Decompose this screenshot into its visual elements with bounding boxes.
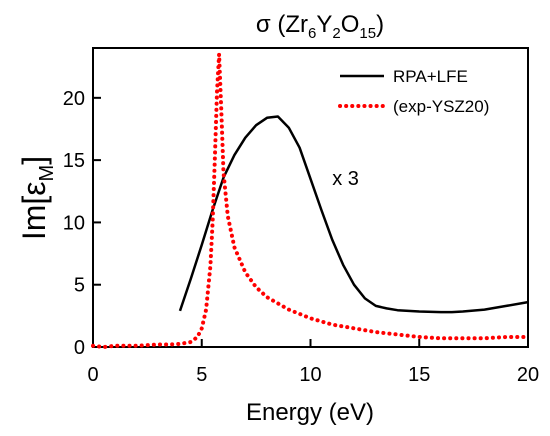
x-tick-label: 5 [196, 364, 207, 386]
title-sub2: 2 [332, 25, 340, 42]
y-tick-label: 0 [74, 337, 85, 359]
legend: RPA+LFE (exp-YSZ20) [338, 67, 489, 116]
chart-title: σ (Zr6Y2O15) [256, 11, 384, 42]
y-tick-label: 15 [63, 150, 85, 172]
series-line-exp-ysz20 [91, 52, 530, 349]
x-tick-label: 15 [408, 364, 430, 386]
plot-frame [92, 47, 529, 348]
x-axis: 0 5 10 15 20 [87, 339, 539, 386]
y-axis-label: Im[εM] [16, 156, 58, 240]
y-axis-label-main: Im[ε [16, 181, 52, 240]
y-axis-label-close: ] [16, 156, 52, 165]
y-axis-label-sub: M [36, 165, 58, 182]
x-axis-label: Energy (eV) [246, 399, 374, 426]
y-tick-label: 10 [63, 212, 85, 234]
x-tick-label: 0 [87, 364, 98, 386]
legend-label-exp-ysz20: (exp-YSZ20) [393, 97, 489, 116]
title-mid1: Y [316, 11, 332, 38]
legend-label-rpa-lfe: RPA+LFE [393, 67, 468, 86]
y-tick-label: 20 [63, 88, 85, 110]
x-tick-label: 10 [299, 364, 321, 386]
x-tick-label: 20 [517, 364, 539, 386]
title-prefix: σ (Zr [256, 11, 308, 38]
series-layer [91, 52, 530, 349]
title-mid2: O [341, 11, 360, 38]
series-line-rpa-lfe [178, 115, 529, 314]
y-tick-label: 5 [74, 275, 85, 297]
title-sub3: 15 [359, 25, 376, 42]
scale-annotation: x 3 [332, 168, 359, 190]
y-axis: 0 5 10 15 20 [63, 88, 101, 359]
title-suffix: ) [376, 11, 384, 38]
title-sub1: 6 [308, 25, 316, 42]
